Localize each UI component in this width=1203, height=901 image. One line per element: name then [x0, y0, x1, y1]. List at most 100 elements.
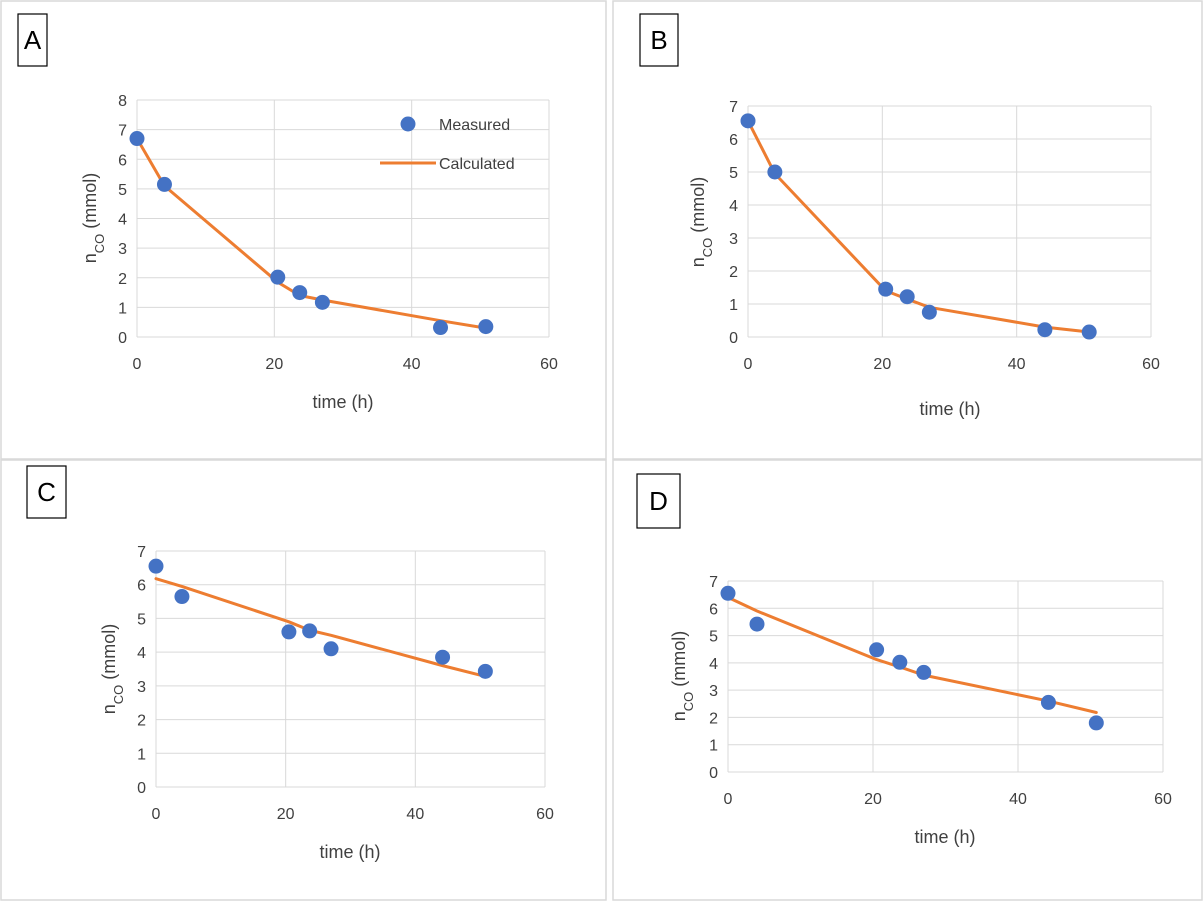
panel-label-box [17, 13, 48, 67]
y-tick-label: 4 [729, 198, 738, 215]
ylabel-sub: CO [92, 234, 107, 254]
legend-calculated-label: Calculated [439, 156, 515, 173]
chart-panel-a: A 0 1 2 3 4 5 6 7 8 0 20 40 60 time (h) nCO (mmol) Measu… [0, 0, 607, 460]
measured-point [1040, 694, 1056, 710]
x-tick-label: 40 [406, 806, 424, 823]
x-tick-label: 20 [277, 806, 295, 823]
measured-point [478, 319, 494, 335]
legend-measured-marker [400, 116, 416, 132]
panel-frame [0, 0, 607, 460]
ylabel-main: n [669, 711, 689, 721]
y-tick-label: 0 [118, 330, 127, 347]
x-tick-label: 20 [864, 791, 882, 808]
ylabel-unit: (mmol) [688, 177, 708, 238]
x-tick-label: 60 [1142, 356, 1160, 373]
panel-label: A [24, 25, 42, 55]
measured-point [156, 176, 172, 192]
measured-point [477, 663, 493, 679]
y-tick-label: 2 [118, 271, 127, 288]
x-tick-label: 40 [1008, 356, 1026, 373]
measured-point [1037, 322, 1053, 338]
y-tick-label: 3 [137, 679, 146, 696]
x-tick-label: 20 [873, 356, 891, 373]
y-tick-label: 4 [137, 645, 146, 662]
measured-point [292, 285, 308, 301]
y-tick-label: 7 [729, 99, 738, 116]
y-tick-label: 5 [137, 611, 146, 628]
measured-point [916, 664, 932, 680]
panel-label: C [37, 477, 56, 507]
measured-point [1088, 715, 1104, 731]
y-axis-title: nCO (mmol) [688, 177, 715, 268]
panel-label-box [639, 13, 679, 67]
y-tick-label: 7 [709, 574, 718, 591]
measured-point [720, 585, 736, 601]
panel-frame [612, 0, 1203, 460]
x-tick-label: 0 [744, 356, 753, 373]
x-axis-title: time (h) [914, 827, 975, 847]
measured-point [281, 624, 297, 640]
y-tick-label: 3 [709, 683, 718, 700]
y-tick-label: 0 [137, 780, 146, 797]
measured-point [878, 281, 894, 297]
x-tick-label: 0 [152, 806, 161, 823]
y-tick-label: 0 [709, 765, 718, 782]
panel-frame [0, 459, 607, 901]
measured-point [1081, 324, 1097, 340]
legend-measured-label: Measured [439, 117, 510, 134]
y-tick-label: 8 [118, 93, 127, 110]
legend: Measured Calculated [380, 116, 515, 173]
measured-point [740, 113, 756, 129]
measured-point [435, 649, 451, 665]
measured-point [314, 294, 330, 310]
measured-point [129, 131, 145, 147]
y-tick-label: 3 [729, 231, 738, 248]
y-tick-label: 1 [729, 297, 738, 314]
x-tick-label: 40 [1009, 791, 1027, 808]
measured-point [323, 641, 339, 657]
ylabel-sub: CO [681, 692, 696, 712]
y-tick-label: 1 [137, 746, 146, 763]
chart-panel-d: D 0 1 2 3 4 5 6 7 0 20 40 60 time (h) nCO (mmol) [612, 459, 1203, 901]
x-axis-title: time (h) [919, 399, 980, 419]
ylabel-sub: CO [700, 238, 715, 258]
y-tick-label: 1 [709, 738, 718, 755]
x-axis-title: time (h) [312, 392, 373, 412]
measured-point [767, 164, 783, 180]
chart-panel-c: C 0 1 2 3 4 5 6 7 0 20 40 60 time (h) nCO (mmol) [0, 459, 607, 901]
y-tick-label: 4 [118, 212, 127, 229]
x-tick-label: 20 [265, 356, 283, 373]
chart-panel-b: B 0 1 2 3 4 5 6 7 0 20 40 60 time (h) nCO (mmol) [612, 0, 1203, 460]
y-tick-label: 3 [118, 241, 127, 258]
ylabel-main: n [688, 257, 708, 267]
x-tick-label: 60 [540, 356, 558, 373]
y-tick-label: 2 [709, 710, 718, 727]
ylabel-unit: (mmol) [80, 173, 100, 234]
ylabel-sub: CO [111, 685, 126, 705]
y-tick-label: 5 [709, 629, 718, 646]
ylabel-main: n [80, 253, 100, 263]
ylabel-main: n [99, 704, 119, 714]
y-tick-label: 6 [729, 132, 738, 149]
measured-point [270, 269, 286, 285]
x-tick-label: 40 [403, 356, 421, 373]
measured-point [921, 304, 937, 320]
y-tick-label: 6 [137, 578, 146, 595]
panel-frame [612, 459, 1203, 901]
x-axis-title: time (h) [319, 842, 380, 862]
measured-point [899, 289, 915, 305]
y-axis-title: nCO (mmol) [669, 631, 696, 722]
x-tick-label: 0 [133, 356, 142, 373]
y-tick-label: 2 [729, 264, 738, 281]
y-axis-title: nCO (mmol) [99, 624, 126, 715]
measured-point [869, 642, 885, 658]
y-tick-label: 6 [118, 152, 127, 169]
ylabel-unit: (mmol) [99, 624, 119, 685]
panel-label: B [650, 25, 667, 55]
panel-label-box [26, 465, 67, 519]
measured-point [749, 616, 765, 632]
measured-point [148, 558, 164, 574]
panel-label: D [649, 486, 668, 516]
y-tick-label: 5 [118, 182, 127, 199]
